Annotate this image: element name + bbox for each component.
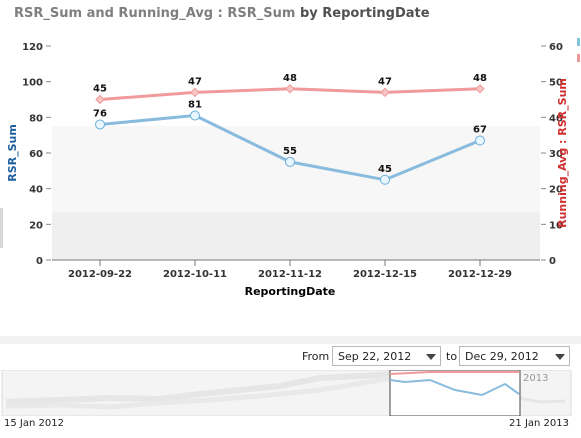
series-points	[95, 84, 485, 185]
x-axis-label: ReportingDate	[245, 285, 336, 298]
avg-point[interactable]	[380, 87, 390, 98]
left-edge-handle	[0, 208, 3, 248]
avg-point[interactable]	[95, 94, 105, 105]
overview-year-label: 2013	[523, 373, 548, 384]
left-y-tick-label: 0	[36, 256, 43, 267]
chevron-down-icon	[426, 354, 436, 360]
data-label: 55	[283, 146, 297, 157]
left-y-ticks: 0 20 40 60 80 100 120	[22, 42, 51, 267]
right-y-tick-label: 0	[549, 256, 556, 267]
chart-title-by: by	[299, 6, 318, 21]
right-y-tick-label: 10	[549, 220, 563, 231]
right-y-tick-label: 20	[549, 185, 563, 196]
right-y-tick-label: 60	[549, 42, 563, 53]
right-y-tick-label: 50	[549, 78, 563, 89]
from-label: From	[302, 350, 330, 363]
navigator-divider	[0, 336, 581, 344]
right-axis-label: Running_Avg : RSR_Sum	[556, 78, 569, 228]
data-label: 45	[93, 84, 107, 95]
x-tick-label: 2012-11-12	[258, 269, 322, 280]
left-y-tick-label: 20	[29, 220, 43, 231]
overview-avg-line	[389, 371, 519, 375]
data-label: 76	[93, 108, 107, 119]
data-label: 81	[188, 100, 202, 111]
left-y-tick-label: 80	[29, 113, 43, 124]
to-date-value: Dec 29, 2012	[465, 350, 539, 363]
plot-band-dark	[52, 212, 540, 260]
data-label: 67	[473, 125, 487, 136]
left-y-tick-label: 60	[29, 149, 43, 160]
to-label: to	[446, 350, 458, 363]
right-y-tick-label: 30	[549, 149, 563, 160]
avg-point[interactable]	[475, 84, 485, 94]
avg-point[interactable]	[190, 87, 200, 98]
sum-point[interactable]	[95, 119, 105, 130]
data-labels: 76 81 55 45 67 45 47 48 47 48	[93, 73, 487, 175]
data-label: 45	[378, 164, 392, 175]
combo-chart: 0 20 40 60 80 100 120 0 10 20 30 40 50 60 2012-09-22…	[0, 42, 569, 298]
sum-point[interactable]	[380, 174, 390, 185]
x-tick-marks	[99, 260, 481, 266]
overview-chart[interactable]: 2013	[0, 370, 581, 416]
chart-title-field: ReportingDate	[322, 6, 430, 21]
x-tick-label: 2012-09-22	[68, 269, 132, 280]
legend-marker-rsr-sum[interactable]	[577, 38, 580, 46]
overview-history-line-3	[518, 396, 566, 404]
data-label: 48	[473, 73, 487, 84]
overview-history-line-2	[5, 375, 393, 410]
to-date-select[interactable]: Dec 29, 2012	[459, 346, 570, 366]
chart-title: RSR_Sum and Running_Avg : RSR_Sum by Rep…	[14, 6, 430, 21]
x-tick-labels: 2012-09-22 2012-10-11 2012-11-12 2012-12-15…	[68, 269, 512, 280]
plot-band-light	[52, 126, 540, 212]
x-tick-label: 2012-12-29	[448, 269, 512, 280]
chevron-down-icon	[555, 354, 565, 360]
x-tick-label: 2012-10-11	[163, 269, 227, 280]
left-y-tick-label: 120	[22, 42, 43, 53]
range-navigator: From Sep 22, 2012 to Dec 29, 2012 2013 1…	[0, 336, 581, 438]
left-axis-label: RSR_Sum	[6, 124, 19, 182]
sum-point[interactable]	[190, 110, 200, 121]
sum-point[interactable]	[285, 156, 295, 167]
overview-selection-window[interactable]	[389, 370, 521, 416]
from-date-select[interactable]: Sep 22, 2012	[332, 346, 441, 366]
data-label: 47	[188, 76, 202, 87]
overview-sum-line	[389, 378, 520, 397]
right-y-tick-label: 40	[549, 113, 563, 124]
sum-point[interactable]	[475, 135, 485, 146]
legend-marker-running-avg[interactable]	[577, 54, 580, 62]
avg-point[interactable]	[285, 84, 295, 94]
left-y-tick-label: 100	[22, 78, 43, 89]
data-label: 48	[283, 73, 297, 84]
plot-bands	[52, 126, 540, 260]
overview-history-line-1	[5, 371, 393, 405]
chart-title-main: RSR_Sum and Running_Avg : RSR_Sum	[14, 6, 296, 21]
from-date-value: Sep 22, 2012	[338, 350, 412, 363]
x-tick-label: 2012-12-15	[353, 269, 417, 280]
navigator-start-date: 15 Jan 2012	[4, 418, 64, 429]
data-label: 47	[378, 76, 392, 87]
right-y-ticks: 0 10 20 30 40 50 60	[541, 42, 563, 267]
left-y-tick-label: 40	[29, 185, 43, 196]
navigator-end-date: 21 Jan 2013	[509, 418, 569, 429]
